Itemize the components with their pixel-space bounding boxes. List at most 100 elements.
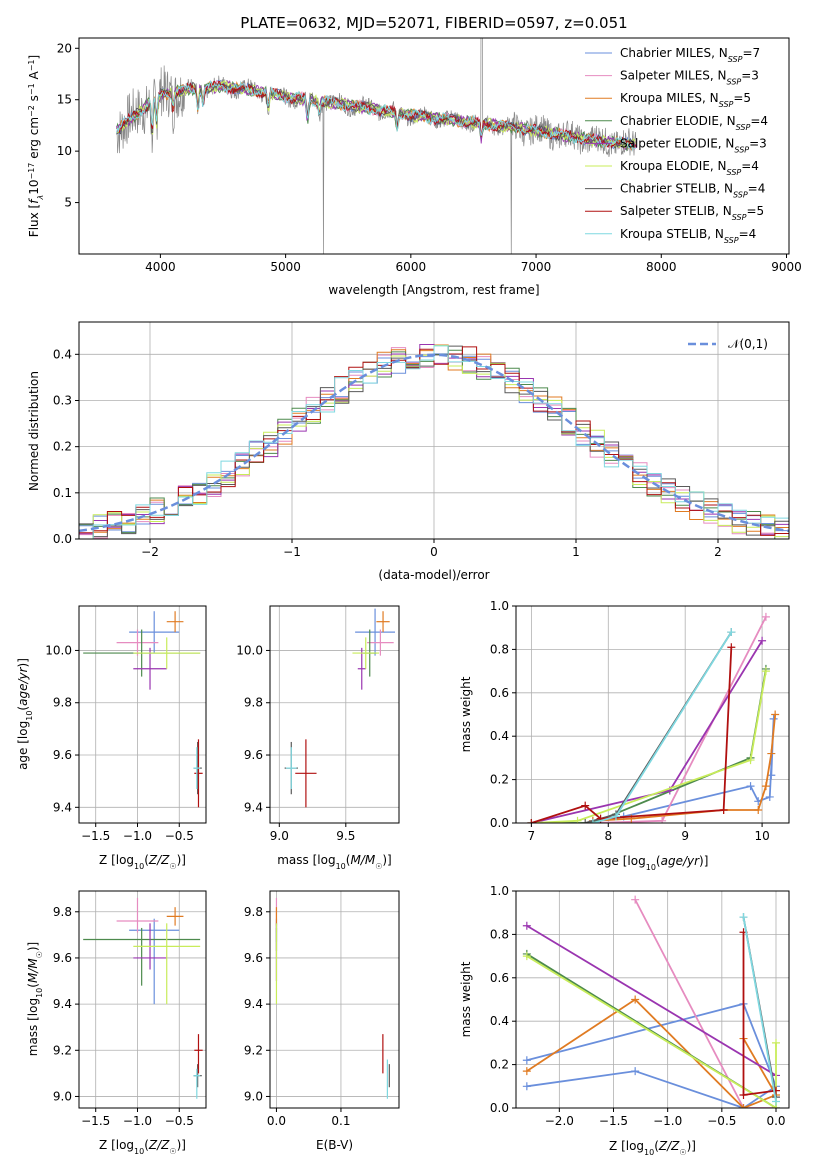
label-part: M/M <box>26 958 40 983</box>
label-part: ☉ <box>169 1147 176 1156</box>
label-part: Chabrier MILES, N <box>620 46 728 60</box>
label-part: SSP <box>728 55 743 64</box>
weight-marker <box>522 952 531 961</box>
y-tick-label: 15 <box>57 93 72 107</box>
y-axis-label: mass [log10(M/M☉)] <box>26 942 44 1057</box>
weight-line <box>531 670 767 823</box>
y-axis-label: mass weight <box>459 676 473 752</box>
plot-area <box>527 612 780 823</box>
label-part: Z [log <box>99 853 134 867</box>
model-spectrum-line <box>116 79 636 152</box>
x-tick-label: 7 <box>528 829 536 843</box>
label-part: −1 <box>27 83 36 95</box>
y-axis-label: Normed distribution <box>27 371 41 491</box>
y-tick-label: 9.8 <box>244 905 263 919</box>
y-tick-label: 10 <box>57 144 72 158</box>
y-tick-label: 9.8 <box>53 905 72 919</box>
axes-frame <box>78 605 207 824</box>
weight-marker <box>761 612 770 621</box>
normal-distribution-curve <box>79 353 789 533</box>
weight-marker <box>771 710 780 719</box>
label-part: =5 <box>733 91 751 105</box>
label-part: age [log <box>597 854 646 868</box>
legend-entry: Chabrier ELODIE, NSSP=4 <box>620 114 768 132</box>
label-part: s <box>27 95 41 105</box>
label-part: ( <box>654 1139 659 1153</box>
weight-marker <box>658 816 667 823</box>
x-tick-label: 5000 <box>270 260 301 274</box>
label-part: −17 <box>27 163 36 180</box>
axes-frame <box>78 37 790 255</box>
x-tick-label: −1.5 <box>81 1114 110 1128</box>
mass-vs-reddening-panel: 0.0 0.1 9.0 9.2 9.4 9.6 9.8 E(B-V) <box>244 890 400 1152</box>
label-part: ☉ <box>679 1148 686 1157</box>
label-part: Z [log <box>609 1139 644 1153</box>
y-tick-label: 1.0 <box>490 599 509 613</box>
y-tick-label: 9.6 <box>244 748 263 762</box>
weight-marker <box>765 792 774 801</box>
x-tick-label: 10 <box>754 829 769 843</box>
weight-marker <box>746 782 755 791</box>
label-part: age/yr <box>661 854 700 868</box>
label-part: =3 <box>741 69 759 83</box>
label-part: −2 <box>27 105 36 117</box>
y-tick-label: 9.2 <box>53 1043 72 1057</box>
legend-entry: Chabrier MILES, NSSP=7 <box>620 46 760 64</box>
weight-marker <box>761 667 770 676</box>
age-vs-metallicity-panel: −1.5 −1.0 −0.59.49.69.810.0Z [log10(Z/Z☉)]… <box>16 605 207 871</box>
legend-entry: 𝒩(0,1) <box>728 337 768 351</box>
x-tick-label: 6000 <box>396 260 427 274</box>
x-tick-label: −1.0 <box>653 1114 682 1128</box>
y-tick-label: 9.0 <box>244 1089 263 1103</box>
label-part: SSP <box>727 77 742 86</box>
x-tick-label: −1.5 <box>599 1114 628 1128</box>
label-part: mass [log <box>277 853 335 867</box>
y-tick-label: 0.2 <box>490 773 509 787</box>
x-axis-label: age [log10(age/yr)] <box>597 854 709 872</box>
weight-marker <box>761 782 770 791</box>
label-part: )] <box>16 658 30 667</box>
label-part: Z [log <box>99 1138 134 1152</box>
x-tick-label: 9000 <box>771 260 802 274</box>
label-part: =4 <box>748 182 766 196</box>
label-part: 10 <box>646 863 656 872</box>
y-tick-label: 20 <box>57 41 72 55</box>
legend-entry: Kroupa STELIB, NSSP=4 <box>620 227 756 245</box>
y-tick-label: 0.6 <box>490 971 509 985</box>
weight-marker <box>611 812 620 821</box>
legend-entry: Salpeter MILES, NSSP=3 <box>620 69 759 87</box>
y-tick-label: 9.8 <box>53 696 72 710</box>
weight-marker <box>631 1067 640 1076</box>
grid-lines <box>516 605 789 824</box>
label-part: ( <box>656 854 661 868</box>
plot-area <box>116 38 637 254</box>
axes-frame <box>269 890 400 1109</box>
label-part: ] <box>27 55 41 60</box>
label-part: SSP <box>727 168 742 177</box>
label-part: erg cm <box>27 117 41 163</box>
y-tick-label: 10.0 <box>236 643 263 657</box>
y-tick-label: 0.8 <box>490 642 509 656</box>
label-part: 10 <box>27 180 41 195</box>
plot-area <box>522 895 780 1108</box>
x-tick-label: −0.5 <box>165 1114 194 1128</box>
y-tick-label: 0.0 <box>490 816 509 830</box>
axes-frame <box>269 605 400 824</box>
label-part: Z/Z <box>658 1139 680 1153</box>
label-part: =4 <box>750 114 768 128</box>
x-tick-label: 9 <box>681 829 689 843</box>
label-part: ( <box>144 1138 149 1152</box>
y-tick-label: 9.4 <box>53 800 72 814</box>
weight-marker <box>772 1097 780 1106</box>
y-tick-label: 9.6 <box>53 748 72 762</box>
label-part: Flux [ <box>27 204 41 237</box>
weight-marker <box>631 895 640 904</box>
x-tick-label: −1.0 <box>123 829 152 843</box>
label-part: M/M <box>350 853 375 867</box>
weight-line <box>531 647 733 823</box>
x-tick-label: −0.5 <box>165 829 194 843</box>
weight-marker <box>739 913 748 922</box>
y-tick-label: 0.4 <box>490 729 509 743</box>
label-part: Kroupa STELIB, N <box>620 227 724 241</box>
